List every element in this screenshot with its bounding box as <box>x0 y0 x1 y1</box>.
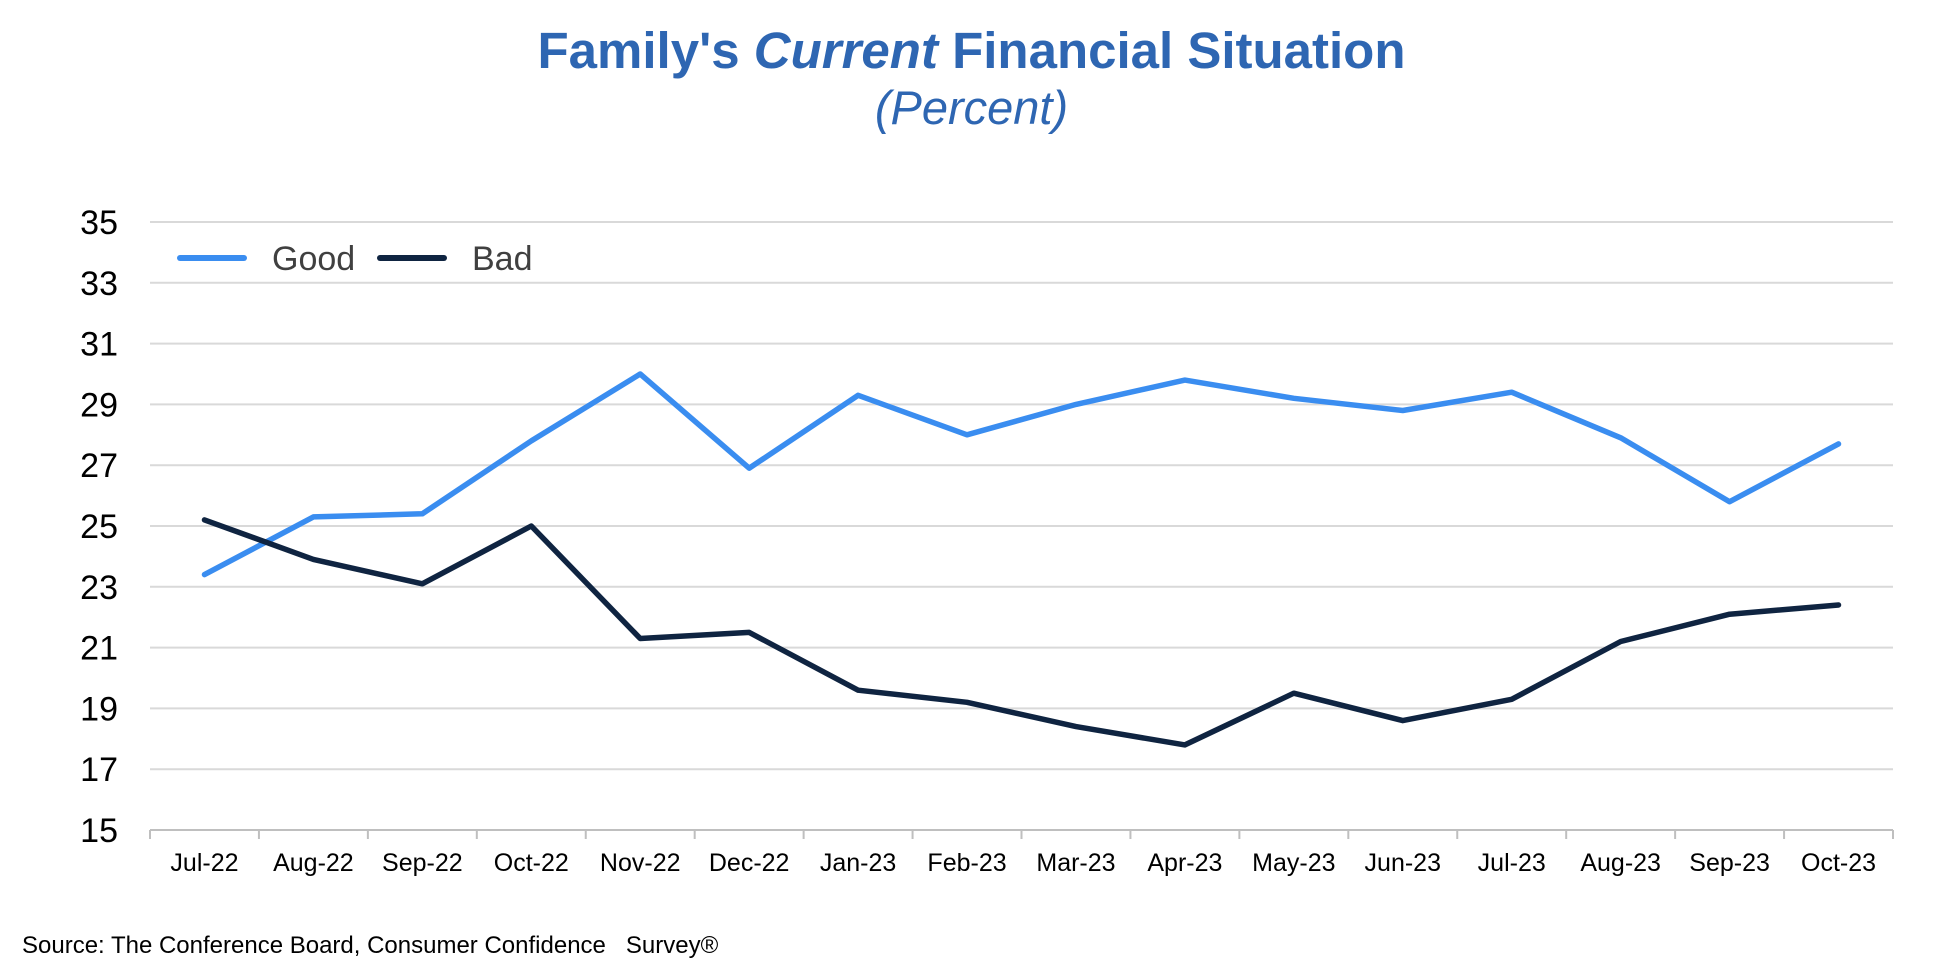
x-tick-label: Feb-23 <box>927 849 1006 877</box>
legend-label-bad: Bad <box>472 240 533 278</box>
chart-title: Family's Current Financial Situation <box>0 22 1943 80</box>
x-tick-label: Oct-22 <box>494 849 569 877</box>
title-part-2: Financial Situation <box>937 22 1406 79</box>
chart-subtitle: (Percent) <box>874 81 1069 134</box>
legend-label-good: Good <box>272 240 355 278</box>
x-tick-label: Jan-23 <box>820 849 896 877</box>
title-part-1: Family's <box>537 22 754 79</box>
x-tick-label: Nov-22 <box>600 849 681 877</box>
x-tick-label: May-23 <box>1252 849 1335 877</box>
source-note: Source: The Conference Board, Consumer C… <box>22 932 719 959</box>
x-tick-label: Jul-23 <box>1478 849 1546 877</box>
x-tick-label: Dec-22 <box>709 849 790 877</box>
x-tick-label: Sep-22 <box>382 849 463 877</box>
x-tick-label: Apr-23 <box>1147 849 1222 877</box>
y-tick-label: 27 <box>80 447 118 485</box>
x-tick-label: Aug-23 <box>1580 849 1661 877</box>
y-tick-label: 21 <box>80 630 118 668</box>
chart-title-block: Family's Current Financial Situation (Pe… <box>0 22 1943 136</box>
series-line-bad <box>201 517 1842 748</box>
x-tick-label: Mar-23 <box>1036 849 1115 877</box>
y-tick-label: 29 <box>80 386 118 424</box>
x-tick-label: Jun-23 <box>1365 849 1441 877</box>
x-tick-label: Aug-22 <box>273 849 354 877</box>
series-line-good <box>201 371 1842 578</box>
x-tick-label: Jul-22 <box>170 849 238 877</box>
y-tick-label: 15 <box>80 812 118 850</box>
title-emphasis: Current <box>753 22 938 79</box>
y-tick-label: 31 <box>80 326 118 364</box>
x-tick-label: Oct-23 <box>1801 849 1876 877</box>
y-tick-label: 35 <box>80 204 118 242</box>
y-tick-label: 19 <box>80 690 118 728</box>
y-tick-label: 33 <box>80 265 118 303</box>
y-tick-label: 25 <box>80 508 118 546</box>
x-tick-label: Sep-23 <box>1689 849 1770 877</box>
y-tick-label: 17 <box>80 751 118 789</box>
y-tick-label: 23 <box>80 569 118 607</box>
